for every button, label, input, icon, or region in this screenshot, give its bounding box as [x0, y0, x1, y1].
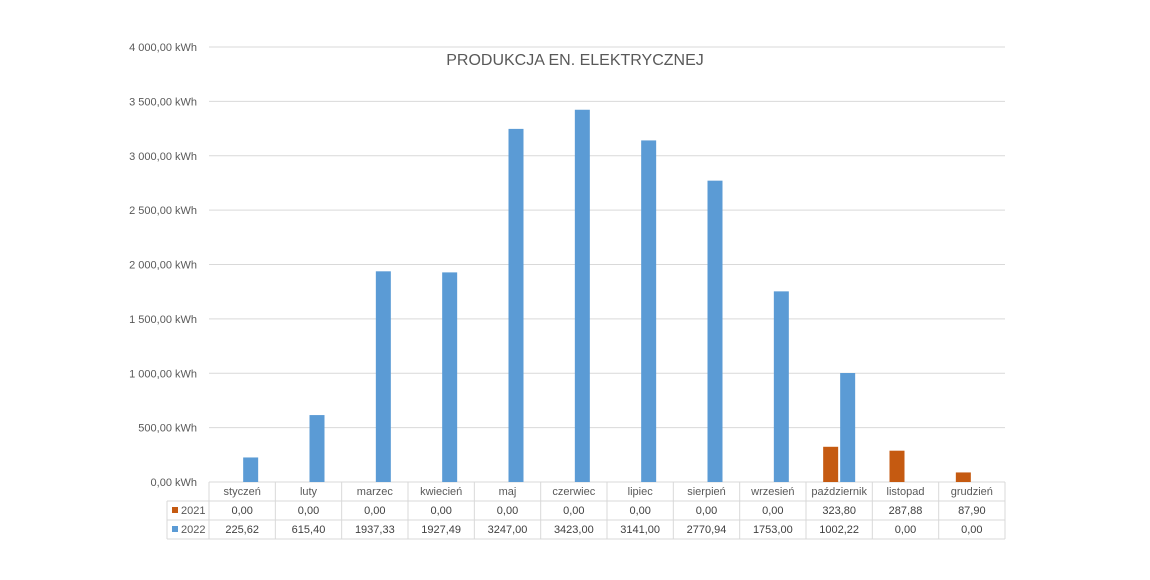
data-label: 1937,33	[355, 524, 395, 536]
bar-2021	[955, 472, 971, 482]
data-label: 287,88	[889, 505, 923, 517]
category-label: lipiec	[628, 486, 654, 498]
bar-2021	[823, 446, 839, 482]
data-label: 323,80	[822, 505, 856, 517]
category-label: październik	[811, 486, 867, 498]
bar-2022	[375, 271, 391, 482]
data-label: 0,00	[298, 505, 319, 517]
bar-2022	[641, 140, 657, 482]
data-label: 0,00	[961, 524, 982, 536]
category-label: maj	[499, 486, 517, 498]
legend-key-2022	[172, 526, 178, 532]
y-tick-label: 2 500,00 kWh	[129, 205, 197, 217]
category-label: kwiecień	[420, 486, 462, 498]
data-label: 87,90	[958, 505, 986, 517]
y-tick-label: 0,00 kWh	[151, 477, 197, 489]
category-label: marzec	[357, 486, 394, 498]
legend-key-2021	[172, 507, 178, 513]
legend-label: 2022	[181, 524, 205, 536]
data-label: 0,00	[629, 505, 650, 517]
legend-label: 2021	[181, 505, 205, 517]
category-label: styczeń	[224, 486, 261, 498]
bar-2022	[773, 291, 789, 482]
data-label: 3141,00	[620, 524, 660, 536]
data-label: 615,40	[292, 524, 326, 536]
category-label: listopad	[887, 486, 925, 498]
data-label: 1927,49	[421, 524, 461, 536]
data-label: 1753,00	[753, 524, 793, 536]
y-tick-label: 2 000,00 kWh	[129, 260, 197, 272]
data-label: 1002,22	[819, 524, 859, 536]
bar-2022	[840, 373, 856, 482]
data-label: 0,00	[762, 505, 783, 517]
bar-2022	[243, 457, 259, 482]
category-label: czerwiec	[552, 486, 595, 498]
bar-2022	[508, 128, 524, 483]
data-label: 0,00	[696, 505, 717, 517]
chart-title: PRODUKCJA EN. ELEKTRYCZNEJ	[446, 52, 704, 69]
y-tick-label: 3 500,00 kWh	[129, 96, 197, 108]
y-tick-label: 4 000,00 kWh	[129, 42, 197, 54]
bar-2022	[574, 109, 590, 482]
data-label: 0,00	[231, 505, 252, 517]
data-label: 0,00	[364, 505, 385, 517]
bar-2021	[889, 450, 905, 482]
category-label: grudzień	[951, 486, 993, 498]
y-tick-label: 1 000,00 kWh	[129, 368, 197, 380]
bar-2022	[309, 415, 325, 482]
data-label: 2770,94	[687, 524, 727, 536]
category-label: luty	[300, 486, 318, 498]
category-label: sierpień	[687, 486, 726, 498]
data-label: 0,00	[563, 505, 584, 517]
y-tick-label: 3 000,00 kWh	[129, 151, 197, 163]
data-label: 0,00	[497, 505, 518, 517]
bar-2022	[442, 272, 458, 482]
category-label: wrzesień	[750, 486, 794, 498]
data-label: 0,00	[895, 524, 916, 536]
bar-2022	[707, 180, 723, 482]
y-tick-label: 1 500,00 kWh	[129, 314, 197, 326]
y-tick-label: 500,00 kWh	[138, 423, 197, 435]
data-label: 3423,00	[554, 524, 594, 536]
data-label: 3247,00	[488, 524, 528, 536]
data-label: 0,00	[430, 505, 451, 517]
data-label: 225,62	[225, 524, 259, 536]
